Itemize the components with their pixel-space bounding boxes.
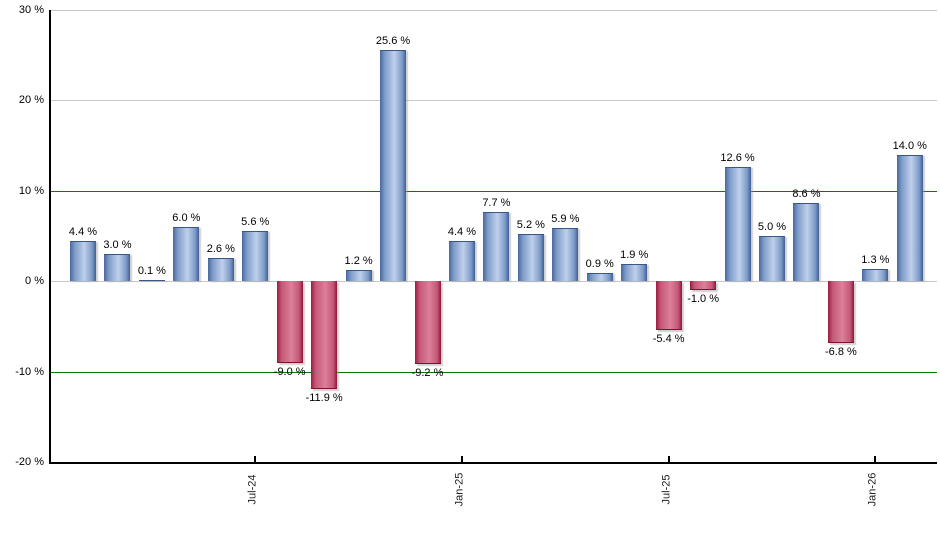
bar-value-label: 5.2 % <box>516 219 545 232</box>
positive-bar <box>345 270 372 282</box>
negative-bar <box>690 281 717 291</box>
bar-value-label: -11.9 % <box>305 391 343 404</box>
x-tick-mark <box>460 456 463 462</box>
gridline-highlight <box>51 190 937 192</box>
bar-value-label: 25.6 % <box>375 34 411 47</box>
bar-value-label: 4.4 % <box>68 226 98 239</box>
bar-value-label: 4.4 % <box>447 226 476 239</box>
gridline <box>51 100 937 102</box>
positive-bar <box>483 211 510 282</box>
bar-value-label: 12.6 % <box>720 152 755 165</box>
positive-bar <box>380 49 407 282</box>
x-tick-label: Jan-25 <box>453 472 466 507</box>
bar-value-label: 5.0 % <box>757 221 787 233</box>
positive-bar <box>724 167 751 282</box>
gridline <box>51 10 937 11</box>
positive-bar <box>621 264 648 282</box>
bar-value-label: 2.6 % <box>206 242 235 255</box>
negative-bar <box>414 281 441 365</box>
bar-value-label: -6.8 % <box>824 345 857 358</box>
bar-value-label: -9.0 % <box>273 365 306 378</box>
x-tick-mark <box>667 456 670 462</box>
positive-bar <box>586 273 613 282</box>
bar-value-label: 5.6 % <box>241 215 270 228</box>
positive-bar <box>448 241 475 282</box>
bar-value-label: -5.4 % <box>652 333 685 346</box>
positive-bar <box>517 234 544 282</box>
negative-bar <box>276 281 303 363</box>
bar-value-label: -9.2 % <box>411 367 444 380</box>
positive-bar <box>759 236 785 282</box>
x-tick-mark <box>874 456 877 462</box>
bar-value-label: 1.3 % <box>861 254 890 267</box>
positive-bar <box>896 154 923 282</box>
plot-area: 4.4 % 3.0 % 0.1 % 6.0 % 2.6 % 5.6 % -9.0 % -11.… <box>49 10 937 464</box>
positive-bar <box>242 230 269 282</box>
x-tick-label: Jul-24 <box>246 474 259 505</box>
bar-value-label: 1.2 % <box>344 255 373 268</box>
bar-value-label: 0.1 % <box>137 265 166 278</box>
gridline-highlight <box>51 371 937 373</box>
bar-value-label: 8.6 % <box>792 188 821 201</box>
negative-bar <box>311 281 338 389</box>
negative-bar <box>827 281 854 343</box>
y-tick-label: 20 % <box>18 94 44 107</box>
y-tick-label: 10 % <box>18 184 44 197</box>
x-tick-mark <box>254 456 257 462</box>
positive-bar <box>138 280 165 282</box>
x-tick-label: Jul-25 <box>660 474 673 505</box>
negative-bar <box>655 281 682 330</box>
positive-bar <box>104 254 131 282</box>
y-tick-label: 0 % <box>25 275 44 288</box>
positive-bar <box>793 203 820 282</box>
y-tick-label: 30 % <box>18 4 44 16</box>
positive-bar <box>173 226 200 282</box>
bar-value-label: 14.0 % <box>892 139 927 152</box>
positive-bar <box>552 227 579 282</box>
x-tick-label: Jan-26 <box>866 472 879 507</box>
bar-value-label: 3.0 % <box>103 239 132 252</box>
bar-value-label: -1.0 % <box>687 293 719 306</box>
gridline <box>51 281 937 283</box>
positive-bar <box>207 257 234 282</box>
positive-bar <box>70 241 96 282</box>
bar-value-label: 6.0 % <box>172 211 201 224</box>
bar-value-label: 5.9 % <box>551 212 580 225</box>
y-tick-label: -20 % <box>15 456 44 468</box>
bar-value-label: 7.7 % <box>482 196 511 209</box>
positive-bar <box>862 269 889 282</box>
bar-value-label: 0.9 % <box>585 258 614 271</box>
y-tick-label: -10 % <box>15 365 44 378</box>
bar-value-label: 1.9 % <box>620 249 649 262</box>
